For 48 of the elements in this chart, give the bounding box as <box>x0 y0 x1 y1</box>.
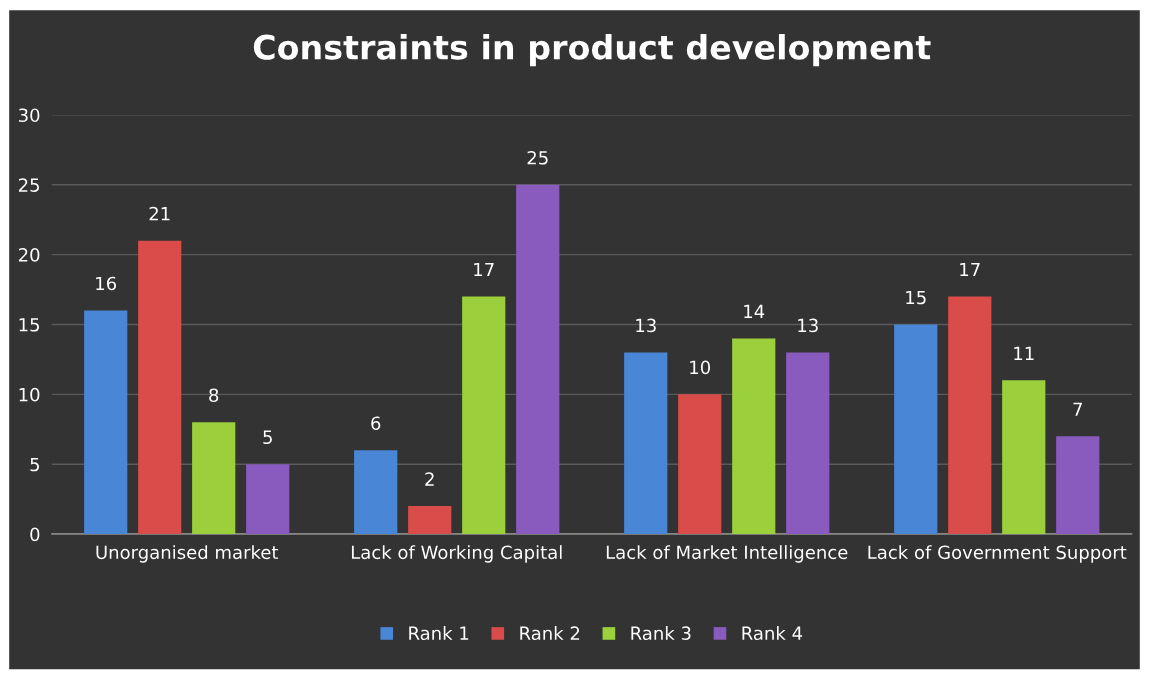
x-tick-label: Unorganised market <box>96 545 279 563</box>
bar <box>894 324 938 535</box>
legend-label: Rank 4 <box>742 626 803 641</box>
data-label: 21 <box>149 206 170 221</box>
data-label: 14 <box>744 304 765 319</box>
bar <box>246 464 290 535</box>
bar <box>138 240 182 535</box>
data-label: 17 <box>474 262 494 277</box>
data-label: 25 <box>527 150 548 165</box>
legend-label: Rank 1 <box>409 626 469 641</box>
data-label: 8 <box>209 388 219 403</box>
y-tick-label: 10 <box>19 387 40 402</box>
data-label: 2 <box>425 472 434 486</box>
legend-label: Rank 3 <box>631 626 691 641</box>
y-tick-label: 20 <box>18 248 40 262</box>
bar <box>84 310 128 535</box>
data-label: 17 <box>960 262 980 277</box>
bar <box>516 184 560 535</box>
x-tick-label: Lack of Government Support <box>868 545 1127 563</box>
bar <box>732 338 776 535</box>
bar <box>408 506 452 535</box>
bar <box>354 450 398 535</box>
y-tick-label: 0 <box>30 527 40 542</box>
bar <box>462 296 506 535</box>
legend-label: Rank 2 <box>520 626 580 641</box>
bar <box>192 422 236 535</box>
y-tick-label: 15 <box>19 318 40 332</box>
data-label: 11 <box>1014 346 1034 360</box>
bar <box>678 394 722 535</box>
bar <box>1056 436 1100 535</box>
data-label: 13 <box>636 318 656 333</box>
data-label: 10 <box>690 360 711 375</box>
data-label: 16 <box>96 276 117 291</box>
bar <box>624 352 668 535</box>
x-tick-label: Lack of Working Capital <box>351 545 562 563</box>
data-label: 13 <box>798 318 818 333</box>
y-tick-label: 25 <box>18 178 40 192</box>
data-label: 6 <box>371 416 381 431</box>
data-label: 15 <box>906 290 926 305</box>
chart-title: Constraints in product development <box>253 34 931 67</box>
bar <box>1002 380 1046 535</box>
data-label: 5 <box>263 430 272 445</box>
x-tick-label: Lack of Market Intelligence <box>606 545 848 563</box>
bar <box>786 352 830 535</box>
bar <box>948 296 992 535</box>
y-tick-label: 30 <box>18 108 40 123</box>
data-label: 7 <box>1073 402 1082 416</box>
y-tick-label: 5 <box>30 457 40 472</box>
